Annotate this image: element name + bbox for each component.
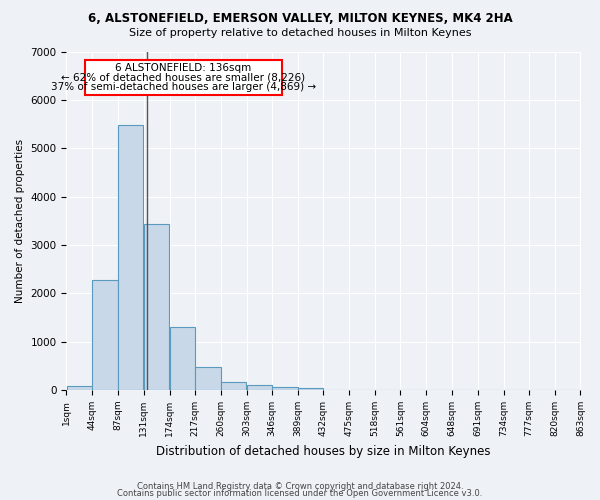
- Text: 6 ALSTONEFIELD: 136sqm: 6 ALSTONEFIELD: 136sqm: [115, 63, 251, 73]
- Bar: [247, 385, 272, 390]
- Bar: [298, 388, 323, 390]
- Text: ← 62% of detached houses are smaller (8,226): ← 62% of detached houses are smaller (8,…: [61, 72, 305, 83]
- Bar: [67, 386, 92, 390]
- Bar: [118, 125, 143, 390]
- Bar: [196, 368, 221, 390]
- Text: Contains HM Land Registry data © Crown copyright and database right 2024.: Contains HM Land Registry data © Crown c…: [137, 482, 463, 491]
- Bar: [221, 382, 247, 390]
- Bar: [272, 388, 298, 390]
- Text: 37% of semi-detached houses are larger (4,869) →: 37% of semi-detached houses are larger (…: [51, 82, 316, 92]
- Text: Contains public sector information licensed under the Open Government Licence v3: Contains public sector information licen…: [118, 490, 482, 498]
- Text: 6, ALSTONEFIELD, EMERSON VALLEY, MILTON KEYNES, MK4 2HA: 6, ALSTONEFIELD, EMERSON VALLEY, MILTON …: [88, 12, 512, 26]
- Y-axis label: Number of detached properties: Number of detached properties: [15, 138, 25, 303]
- Bar: [92, 280, 118, 390]
- Bar: [170, 326, 195, 390]
- Text: Size of property relative to detached houses in Milton Keynes: Size of property relative to detached ho…: [129, 28, 471, 38]
- Bar: [144, 224, 169, 390]
- FancyBboxPatch shape: [85, 60, 282, 95]
- X-axis label: Distribution of detached houses by size in Milton Keynes: Distribution of detached houses by size …: [156, 444, 491, 458]
